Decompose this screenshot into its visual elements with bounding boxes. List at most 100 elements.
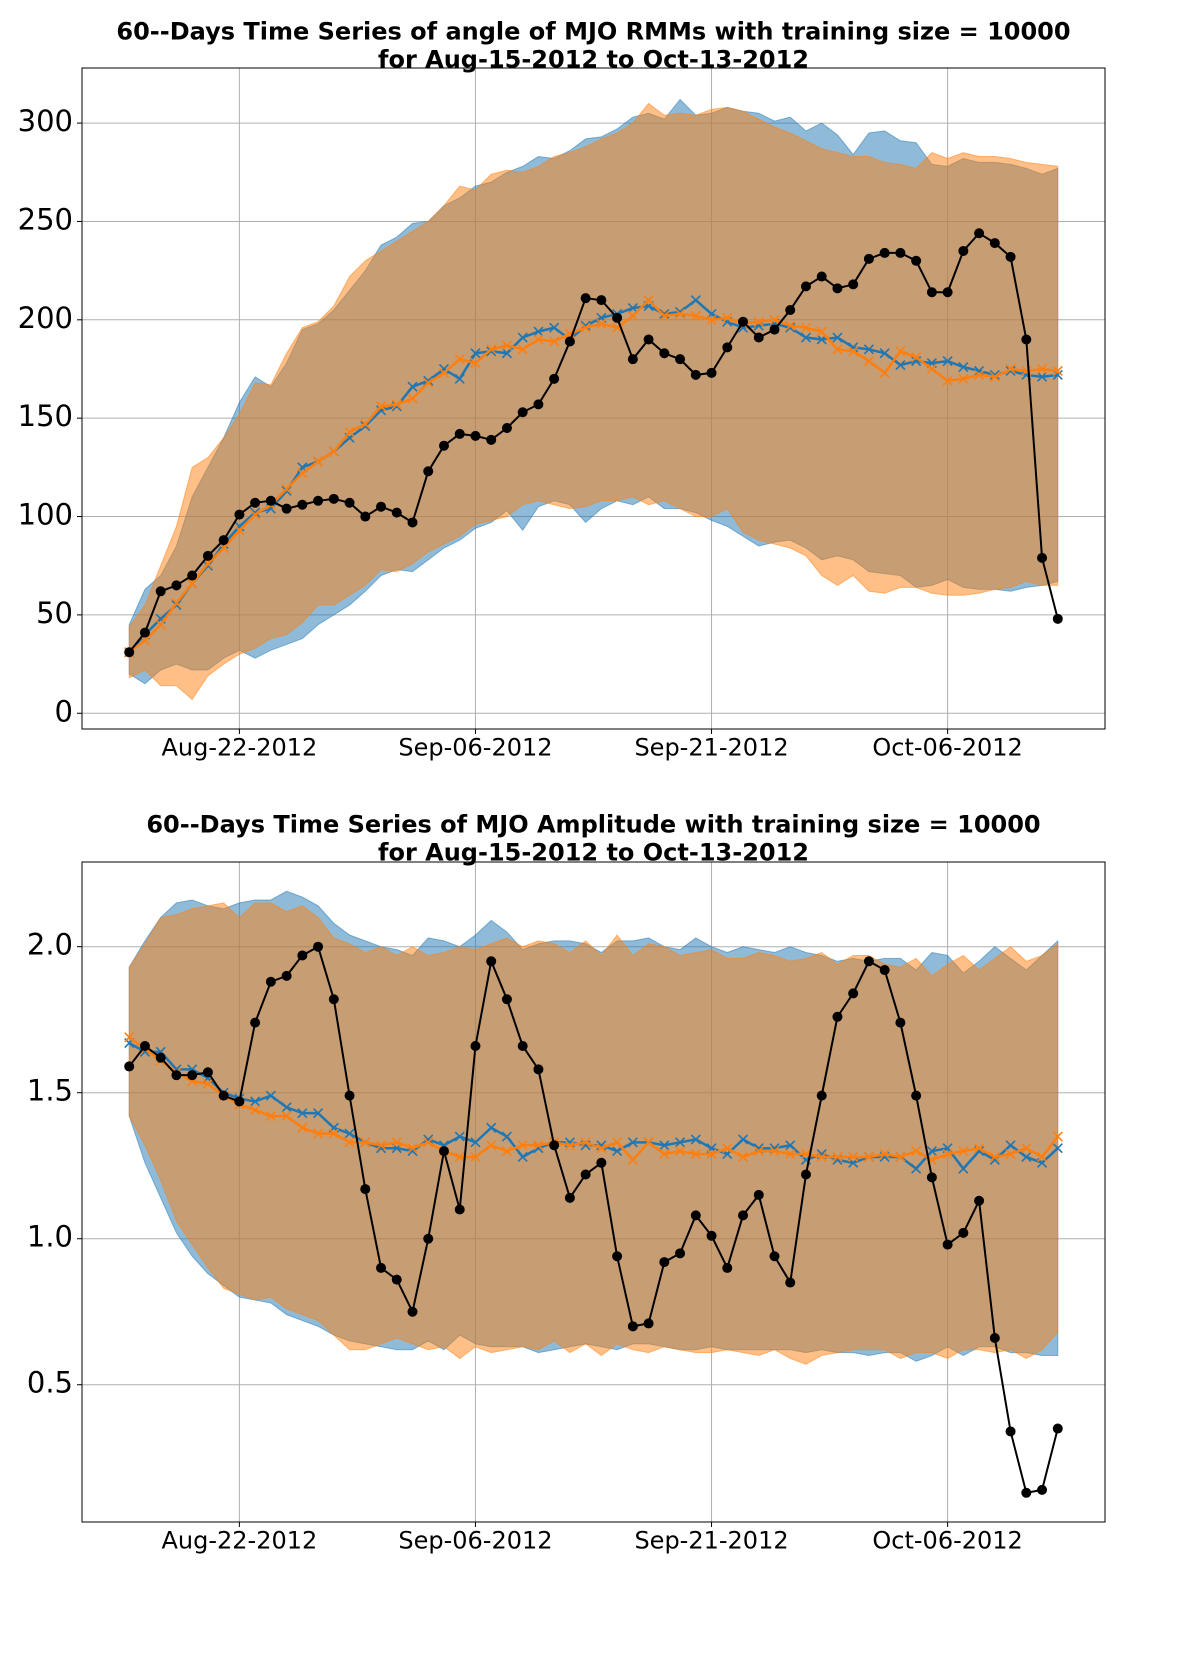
point <box>124 1032 135 1043</box>
point <box>800 322 812 333</box>
point <box>674 308 686 319</box>
point <box>832 332 843 343</box>
point <box>438 363 450 375</box>
point <box>674 1137 686 1148</box>
point <box>989 371 1000 382</box>
point <box>281 485 292 497</box>
point <box>344 1137 355 1148</box>
point <box>911 1090 922 1101</box>
point <box>738 1210 749 1221</box>
plot-area <box>124 890 1063 1498</box>
point <box>297 499 308 510</box>
point <box>974 1143 985 1154</box>
point <box>659 1257 670 1268</box>
point <box>155 586 166 597</box>
x-tick-label: Oct-06-2012 <box>872 1527 1022 1555</box>
point <box>407 1306 418 1317</box>
point <box>344 497 355 508</box>
point <box>785 1277 796 1288</box>
point <box>612 1251 623 1262</box>
point <box>706 314 717 325</box>
point <box>690 369 701 380</box>
point <box>879 247 890 258</box>
point <box>218 1090 229 1101</box>
point <box>785 304 796 315</box>
point <box>1036 1151 1048 1163</box>
point <box>612 1146 623 1157</box>
point <box>785 320 796 331</box>
point <box>1005 1140 1016 1151</box>
point <box>155 1052 166 1063</box>
point <box>1005 365 1016 377</box>
point <box>895 346 906 357</box>
point <box>816 326 827 337</box>
point <box>250 507 261 518</box>
plot: 60--Days Time Series of angle of MJO RMM… <box>18 18 1106 762</box>
point <box>690 1210 701 1221</box>
point <box>580 1169 591 1180</box>
point <box>675 1248 686 1259</box>
y-tick-label: 2.0 <box>27 928 73 962</box>
point <box>407 1143 418 1154</box>
point <box>423 375 434 386</box>
point <box>250 1017 261 1028</box>
point <box>250 497 261 508</box>
point <box>659 1148 670 1160</box>
point <box>769 1146 780 1157</box>
point <box>1052 1131 1063 1142</box>
point <box>360 511 371 522</box>
point <box>863 956 874 967</box>
point <box>958 373 969 384</box>
point <box>863 356 874 367</box>
point <box>911 352 922 363</box>
point <box>974 365 985 377</box>
point <box>124 647 135 658</box>
point <box>139 1040 150 1051</box>
point <box>375 405 387 416</box>
point <box>281 503 292 514</box>
point <box>722 1262 733 1273</box>
point <box>517 1140 528 1151</box>
point <box>218 535 229 546</box>
point <box>454 1151 465 1163</box>
point <box>375 1140 387 1151</box>
point <box>533 326 544 337</box>
point <box>313 495 324 506</box>
point <box>942 1239 953 1250</box>
point <box>974 1195 985 1206</box>
point <box>328 493 339 504</box>
point <box>313 1128 324 1139</box>
point <box>360 420 371 432</box>
point <box>1036 363 1048 375</box>
point <box>627 354 638 365</box>
y-tick-label: 50 <box>36 596 73 630</box>
point <box>863 1151 874 1163</box>
point <box>486 434 497 445</box>
point <box>533 1140 544 1151</box>
point <box>643 1318 654 1329</box>
point <box>895 1151 906 1163</box>
x-tick-label: Sep-21-2012 <box>634 1527 788 1555</box>
point <box>596 295 607 306</box>
point <box>989 1333 1000 1344</box>
axes-frame <box>81 67 1106 730</box>
point <box>234 509 245 520</box>
point <box>297 1108 308 1119</box>
y-tick-label: 0 <box>55 694 73 728</box>
point <box>580 322 591 333</box>
point <box>171 598 182 609</box>
point <box>926 1146 937 1157</box>
point <box>848 1151 859 1163</box>
point <box>848 279 859 290</box>
point <box>974 228 985 239</box>
point <box>706 1148 717 1160</box>
point <box>722 342 733 353</box>
point <box>313 1108 324 1119</box>
plot-area <box>124 98 1063 701</box>
chart-title: 60--Days Time Series of MJO Amplitude wi… <box>146 811 1040 839</box>
point <box>265 1090 276 1101</box>
point <box>895 1017 906 1028</box>
point <box>265 495 276 506</box>
